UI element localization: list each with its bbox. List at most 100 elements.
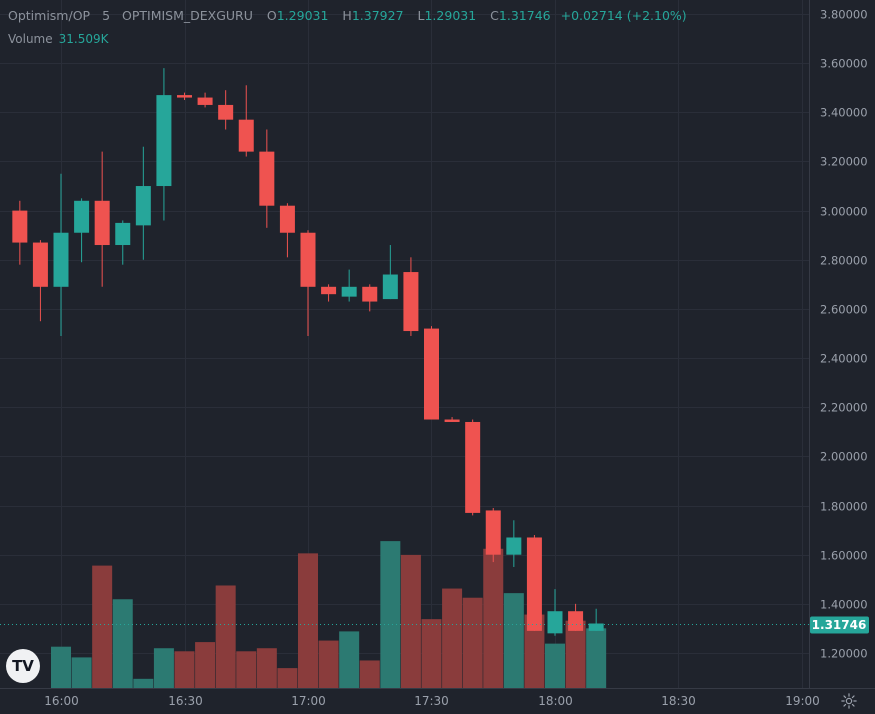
volume-bar bbox=[256, 648, 277, 688]
candle-body[interactable] bbox=[506, 537, 522, 555]
price-tick-label: 3.80000 bbox=[820, 8, 868, 22]
last-price-tag bbox=[810, 616, 869, 634]
low-value: 1.29031 bbox=[424, 8, 477, 23]
volume-bar bbox=[71, 657, 92, 688]
open-value: 1.29031 bbox=[276, 8, 329, 23]
high-value: 1.37927 bbox=[351, 8, 404, 23]
candle-body[interactable] bbox=[115, 222, 131, 246]
price-tick-label: 3.20000 bbox=[820, 155, 868, 169]
price-tick-label: 1.60000 bbox=[820, 549, 868, 563]
candle-body[interactable] bbox=[218, 104, 234, 120]
gear-icon[interactable] bbox=[840, 692, 858, 710]
time-axis: 16:00 16:30 17:00 17:30 18:00 18:30 19:00 bbox=[0, 688, 875, 708]
volume-bar bbox=[51, 646, 71, 688]
exchange: OPTIMISM_DEXGURU bbox=[122, 8, 253, 23]
volume-value: 31.509K bbox=[58, 32, 109, 46]
volume-bar bbox=[133, 678, 154, 688]
price-tick-label: 2.20000 bbox=[820, 401, 868, 415]
price-tick-label: 2.80000 bbox=[820, 254, 868, 268]
volume-bar bbox=[277, 668, 298, 688]
volume-bar bbox=[339, 631, 360, 688]
candle-body[interactable] bbox=[238, 119, 254, 152]
candle-body[interactable] bbox=[279, 205, 295, 233]
volume-bar bbox=[524, 614, 545, 688]
volume-bar bbox=[421, 619, 442, 688]
price-tick-label: 3.40000 bbox=[820, 106, 868, 120]
candle-body[interactable] bbox=[547, 611, 563, 634]
volume-bar bbox=[112, 599, 133, 688]
volume-bar bbox=[462, 597, 483, 688]
tradingview-logo[interactable]: TV bbox=[6, 649, 40, 683]
close-label: C bbox=[490, 8, 499, 23]
candle-body[interactable] bbox=[526, 537, 542, 631]
volume-legend: Volume 31.509K bbox=[8, 32, 109, 46]
candle-body[interactable] bbox=[382, 274, 398, 300]
volume-bar bbox=[483, 548, 504, 688]
time-tick-label: 18:30 bbox=[661, 694, 696, 708]
logo-text: TV bbox=[12, 657, 34, 675]
price-tick-label: 1.20000 bbox=[820, 647, 868, 661]
candle-body[interactable] bbox=[135, 186, 151, 226]
price-tick-label: 1.80000 bbox=[820, 500, 868, 514]
price-axis: 1.20000 1.40000 1.60000 1.80000 2.00000 2.200… bbox=[809, 0, 875, 714]
candle-body[interactable] bbox=[568, 611, 584, 631]
candle-body[interactable] bbox=[259, 151, 275, 206]
price-tick-label: 2.00000 bbox=[820, 450, 868, 464]
volume-label[interactable]: Volume bbox=[8, 32, 53, 46]
volume-bar bbox=[442, 588, 463, 688]
candle-body[interactable] bbox=[177, 95, 192, 98]
volume-bar bbox=[545, 643, 565, 688]
volume-bar bbox=[318, 640, 339, 688]
candle-body[interactable] bbox=[53, 232, 69, 287]
volume-bar bbox=[359, 660, 380, 688]
last-price-label: 1.31746 bbox=[812, 618, 867, 632]
candle-body[interactable] bbox=[321, 286, 337, 295]
time-tick-label: 16:30 bbox=[168, 694, 203, 708]
close-value: 1.31746 bbox=[498, 8, 551, 23]
candle-body[interactable] bbox=[197, 97, 213, 105]
time-tick-label: 17:00 bbox=[291, 694, 326, 708]
time-tick-label: 17:30 bbox=[414, 694, 449, 708]
low-label: L bbox=[417, 8, 425, 23]
interval[interactable]: 5 bbox=[102, 8, 111, 23]
volume-bar bbox=[503, 593, 524, 688]
price-tick-label: 2.40000 bbox=[820, 352, 868, 366]
price-axis-bg bbox=[809, 0, 875, 714]
candle-body[interactable] bbox=[444, 419, 460, 422]
change-value: +0.02714 (+2.10%) bbox=[560, 8, 687, 23]
candle-body[interactable] bbox=[403, 272, 419, 332]
candle-body[interactable] bbox=[156, 95, 172, 187]
volume-bar bbox=[565, 620, 586, 688]
candle-body[interactable] bbox=[74, 200, 90, 233]
high-label: H bbox=[342, 8, 352, 23]
volume-bar bbox=[586, 628, 607, 688]
candle-body[interactable] bbox=[300, 232, 316, 287]
candle-body[interactable] bbox=[465, 421, 481, 513]
price-tick-label: 1.40000 bbox=[820, 598, 868, 612]
price-tick-label: 3.00000 bbox=[820, 205, 868, 219]
candle-body[interactable] bbox=[341, 286, 357, 297]
candle-body[interactable] bbox=[485, 510, 501, 555]
volume-bar bbox=[92, 565, 113, 688]
volume-bars bbox=[51, 541, 607, 688]
volume-bar bbox=[400, 554, 421, 688]
symbol-legend: Optimism/OP 5 OPTIMISM_DEXGURU O1.29031 … bbox=[8, 8, 687, 23]
open-label: O bbox=[266, 8, 277, 23]
candle-body[interactable] bbox=[588, 623, 604, 631]
time-tick-label: 16:00 bbox=[44, 694, 79, 708]
volume-bar bbox=[215, 585, 236, 688]
volume-bar bbox=[380, 541, 401, 688]
candle-body[interactable] bbox=[32, 242, 48, 287]
price-tick-label: 2.60000 bbox=[820, 303, 868, 317]
candle-body[interactable] bbox=[362, 286, 378, 302]
candles bbox=[0, 68, 809, 636]
time-tick-label: 18:00 bbox=[538, 694, 573, 708]
candle-body[interactable] bbox=[12, 210, 28, 243]
volume-bar bbox=[153, 648, 174, 688]
candle-body[interactable] bbox=[424, 328, 439, 420]
volume-bar bbox=[174, 651, 195, 688]
symbol-name[interactable]: Optimism/OP bbox=[8, 8, 91, 23]
candle-body[interactable] bbox=[94, 200, 110, 246]
price-tick-label: 3.60000 bbox=[820, 57, 868, 71]
